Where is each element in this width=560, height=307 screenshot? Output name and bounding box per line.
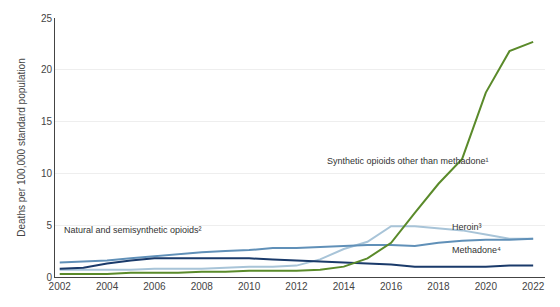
svg-text:15: 15 <box>41 116 53 127</box>
svg-text:Deaths per 100,000 standard po: Deaths per 100,000 standard population <box>16 58 27 236</box>
svg-text:Methadone⁴: Methadone⁴ <box>452 245 501 255</box>
svg-text:20: 20 <box>41 64 53 75</box>
svg-text:2002: 2002 <box>49 281 72 292</box>
svg-text:2018: 2018 <box>427 281 450 292</box>
svg-text:2004: 2004 <box>96 281 119 292</box>
svg-text:5: 5 <box>46 220 52 231</box>
svg-text:2016: 2016 <box>380 281 403 292</box>
svg-text:2020: 2020 <box>475 281 498 292</box>
svg-text:2022: 2022 <box>522 281 545 292</box>
svg-text:Natural and semisynthetic opio: Natural and semisynthetic opioids² <box>64 225 202 235</box>
svg-text:0: 0 <box>46 272 52 283</box>
svg-text:25: 25 <box>41 13 53 24</box>
svg-text:10: 10 <box>41 168 53 179</box>
svg-text:2012: 2012 <box>285 281 308 292</box>
svg-text:Synthetic opioids other than m: Synthetic opioids other than methadone¹ <box>327 156 489 166</box>
svg-text:2010: 2010 <box>238 281 261 292</box>
svg-text:2006: 2006 <box>143 281 166 292</box>
svg-text:Heroin³: Heroin³ <box>452 222 482 232</box>
svg-text:2014: 2014 <box>333 281 356 292</box>
svg-text:2008: 2008 <box>191 281 214 292</box>
